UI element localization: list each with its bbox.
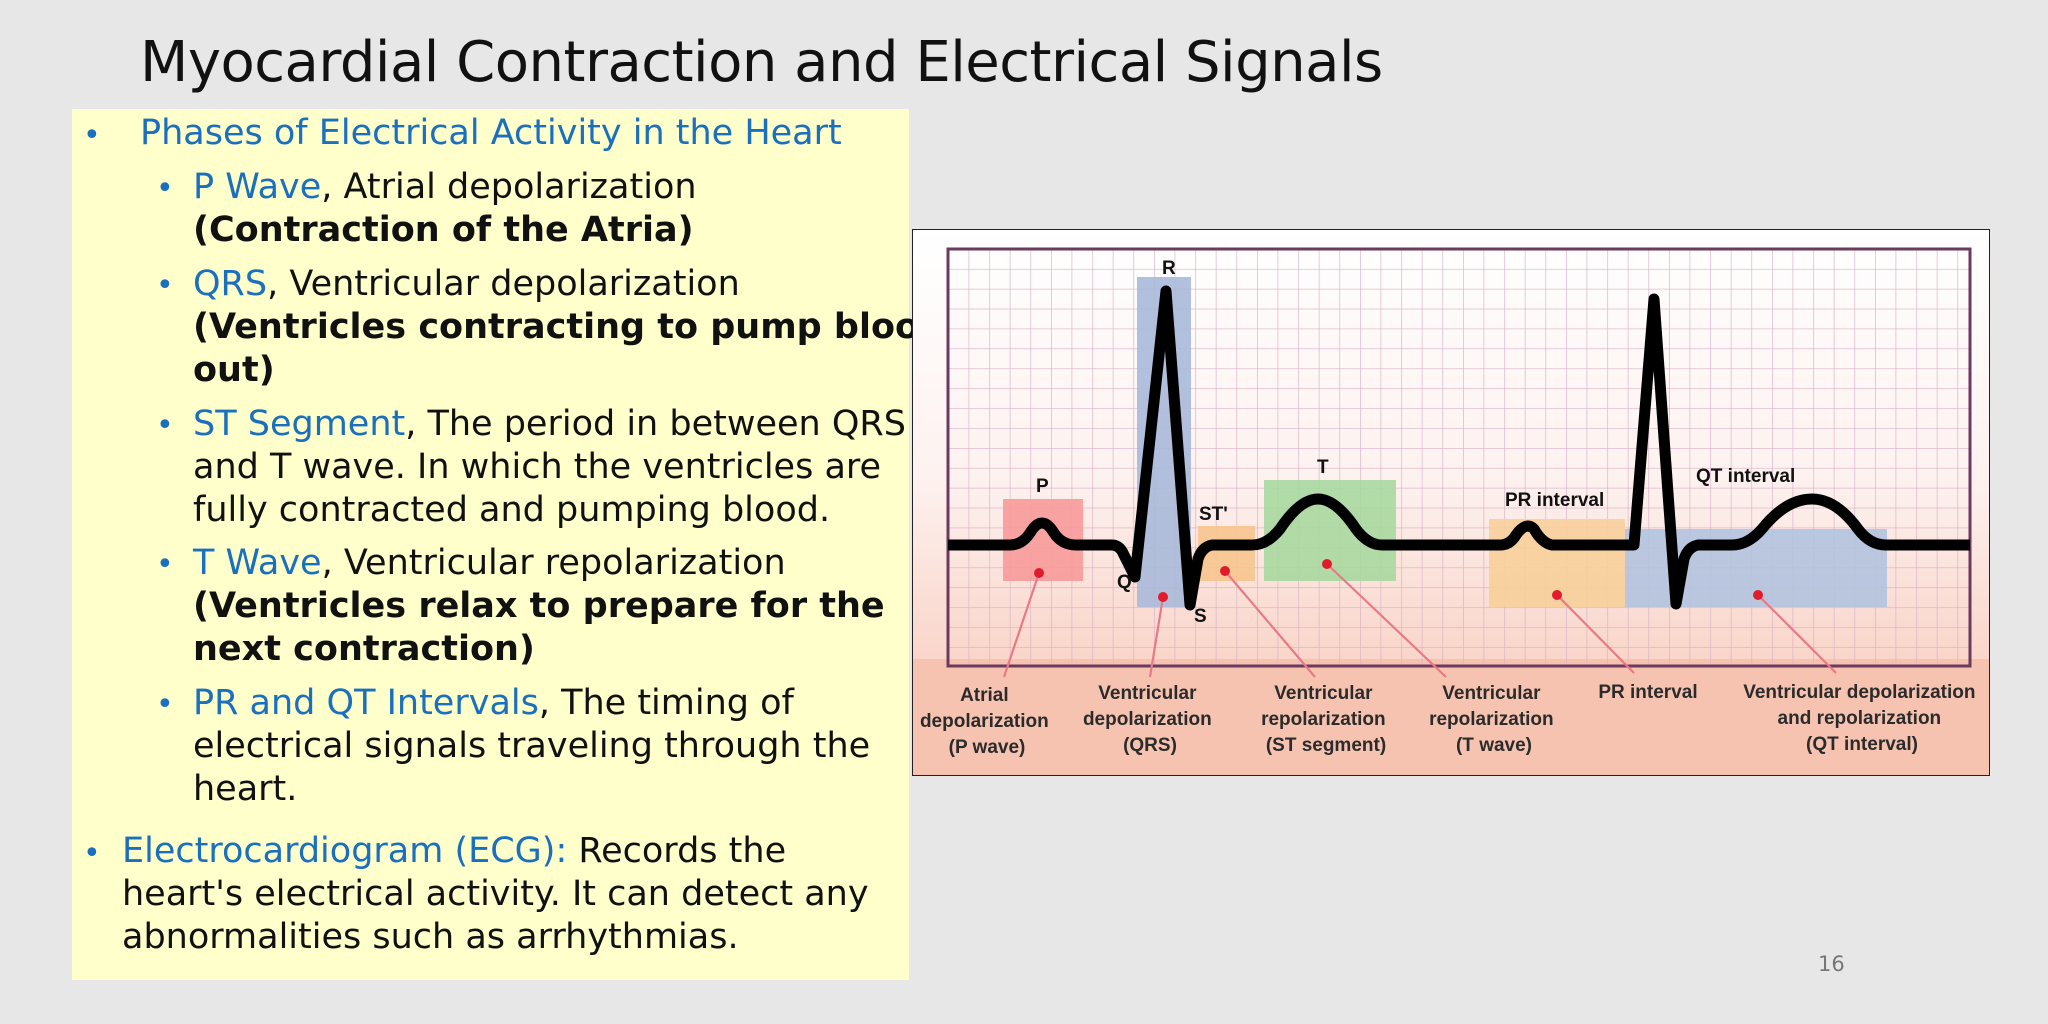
caption-st-segment: Ventricular repolarization (ST segment) [1261, 683, 1391, 756]
label-st: ST' [1199, 504, 1228, 525]
pointer-dot-qrs [1158, 592, 1168, 602]
pointer-line-p [1002, 572, 1041, 678]
note-p-wave: (Contraction of the Atria) [193, 210, 694, 250]
list-item-p-wave: P Wave, Atrial depolarization [193, 166, 697, 209]
list-item-st-segment: ST Segment, The period in between QRS [193, 403, 906, 446]
ecg-diagram: P R Q S ST' T PR interval QT interval At… [912, 229, 1990, 776]
term-qrs: QRS [193, 264, 268, 304]
bullet-marker: • [156, 268, 174, 303]
section-ecg: Electrocardiogram (ECG): Records the [122, 830, 786, 873]
slide-title: Myocardial Contraction and Electrical Si… [140, 30, 1383, 95]
caption-qt-interval: Ventricular depolarization and repolariz… [1743, 682, 1981, 755]
page-number: 16 [1818, 952, 1845, 976]
st-segment-line3: fully contracted and pumping blood. [193, 490, 831, 530]
text-panel [72, 109, 909, 980]
pointer-dot-t [1322, 559, 1332, 569]
term-t-wave: T Wave [193, 543, 322, 583]
bullet-marker: • [156, 547, 174, 582]
bullet-marker: • [83, 118, 101, 153]
list-item-qrs: QRS, Ventricular depolarization [193, 263, 740, 306]
intervals-line3: heart. [193, 769, 298, 809]
caption-pr-interval: PR interval [1598, 682, 1697, 703]
term-st-segment: ST Segment [193, 404, 406, 444]
desc-intervals: , The timing of [538, 683, 794, 723]
term-intervals: PR and QT Intervals [193, 683, 539, 723]
caption-band [913, 659, 1989, 775]
pointer-line-t [1326, 563, 1447, 678]
bullet-marker: • [156, 408, 174, 443]
note-t-wave-line2: next contraction) [193, 629, 535, 669]
term-ecg: Electrocardiogram (ECG): [122, 831, 568, 871]
pointer-line-qt [1757, 594, 1837, 674]
pointer-dot-qt [1753, 590, 1763, 600]
ecg-line2: heart's electrical activity. It can dete… [122, 874, 869, 914]
pointer-dot-st [1220, 566, 1230, 576]
st-segment-line2: and T wave. In which the ventricles are [193, 447, 882, 487]
desc-p-wave: , Atrial depolarization [321, 167, 697, 207]
ecg-trace-beat1 [948, 285, 1624, 611]
pointer-dot-p [1034, 568, 1044, 578]
label-qt-interval: QT interval [1696, 466, 1795, 487]
section-heading: Phases of Electrical Activity in the Hea… [140, 113, 842, 153]
bullet-marker: • [156, 171, 174, 206]
caption-t-wave: Ventricular repolarization (T wave) [1429, 683, 1559, 756]
label-s: S [1194, 606, 1207, 627]
pointer-line-st [1224, 570, 1316, 678]
bullet-marker: • [83, 836, 101, 871]
note-qrs-line1: (Ventricles contracting to pump blood [193, 307, 945, 347]
pointer-line-qrs [1148, 596, 1165, 678]
ecg-trace-beat2 [1624, 293, 1970, 610]
caption-qrs: Ventricular depolarization (QRS) [1083, 683, 1217, 756]
desc-ecg: Records the [567, 831, 787, 871]
label-p: P [1036, 476, 1049, 497]
label-t: T [1317, 457, 1329, 478]
list-item-intervals: PR and QT Intervals, The timing of [193, 682, 794, 725]
intervals-line2: electrical signals traveling through the [193, 726, 871, 766]
pointer-line-pr [1556, 594, 1635, 674]
note-t-wave-line1: (Ventricles relax to prepare for the [193, 586, 885, 626]
bullet-marker: • [156, 687, 174, 722]
list-item-t-wave: T Wave, Ventricular repolarization [193, 542, 786, 585]
ecg-spike-line [1133, 290, 1678, 606]
caption-p-wave: Atrial depolarization (P wave) [920, 685, 1054, 758]
desc-qrs: , Ventricular depolarization [267, 264, 740, 304]
label-pr-interval: PR interval [1505, 490, 1604, 511]
desc-st-segment: , The period in between QRS [405, 404, 906, 444]
label-q: Q [1117, 572, 1132, 593]
pointer-dot-pr [1552, 590, 1562, 600]
ecg-line3: abnormalities such as arrhythmias. [122, 917, 739, 957]
label-r: R [1162, 258, 1176, 279]
desc-t-wave: , Ventricular repolarization [321, 543, 786, 583]
term-p-wave: P Wave [193, 167, 322, 207]
note-qrs-line2: out) [193, 350, 275, 390]
